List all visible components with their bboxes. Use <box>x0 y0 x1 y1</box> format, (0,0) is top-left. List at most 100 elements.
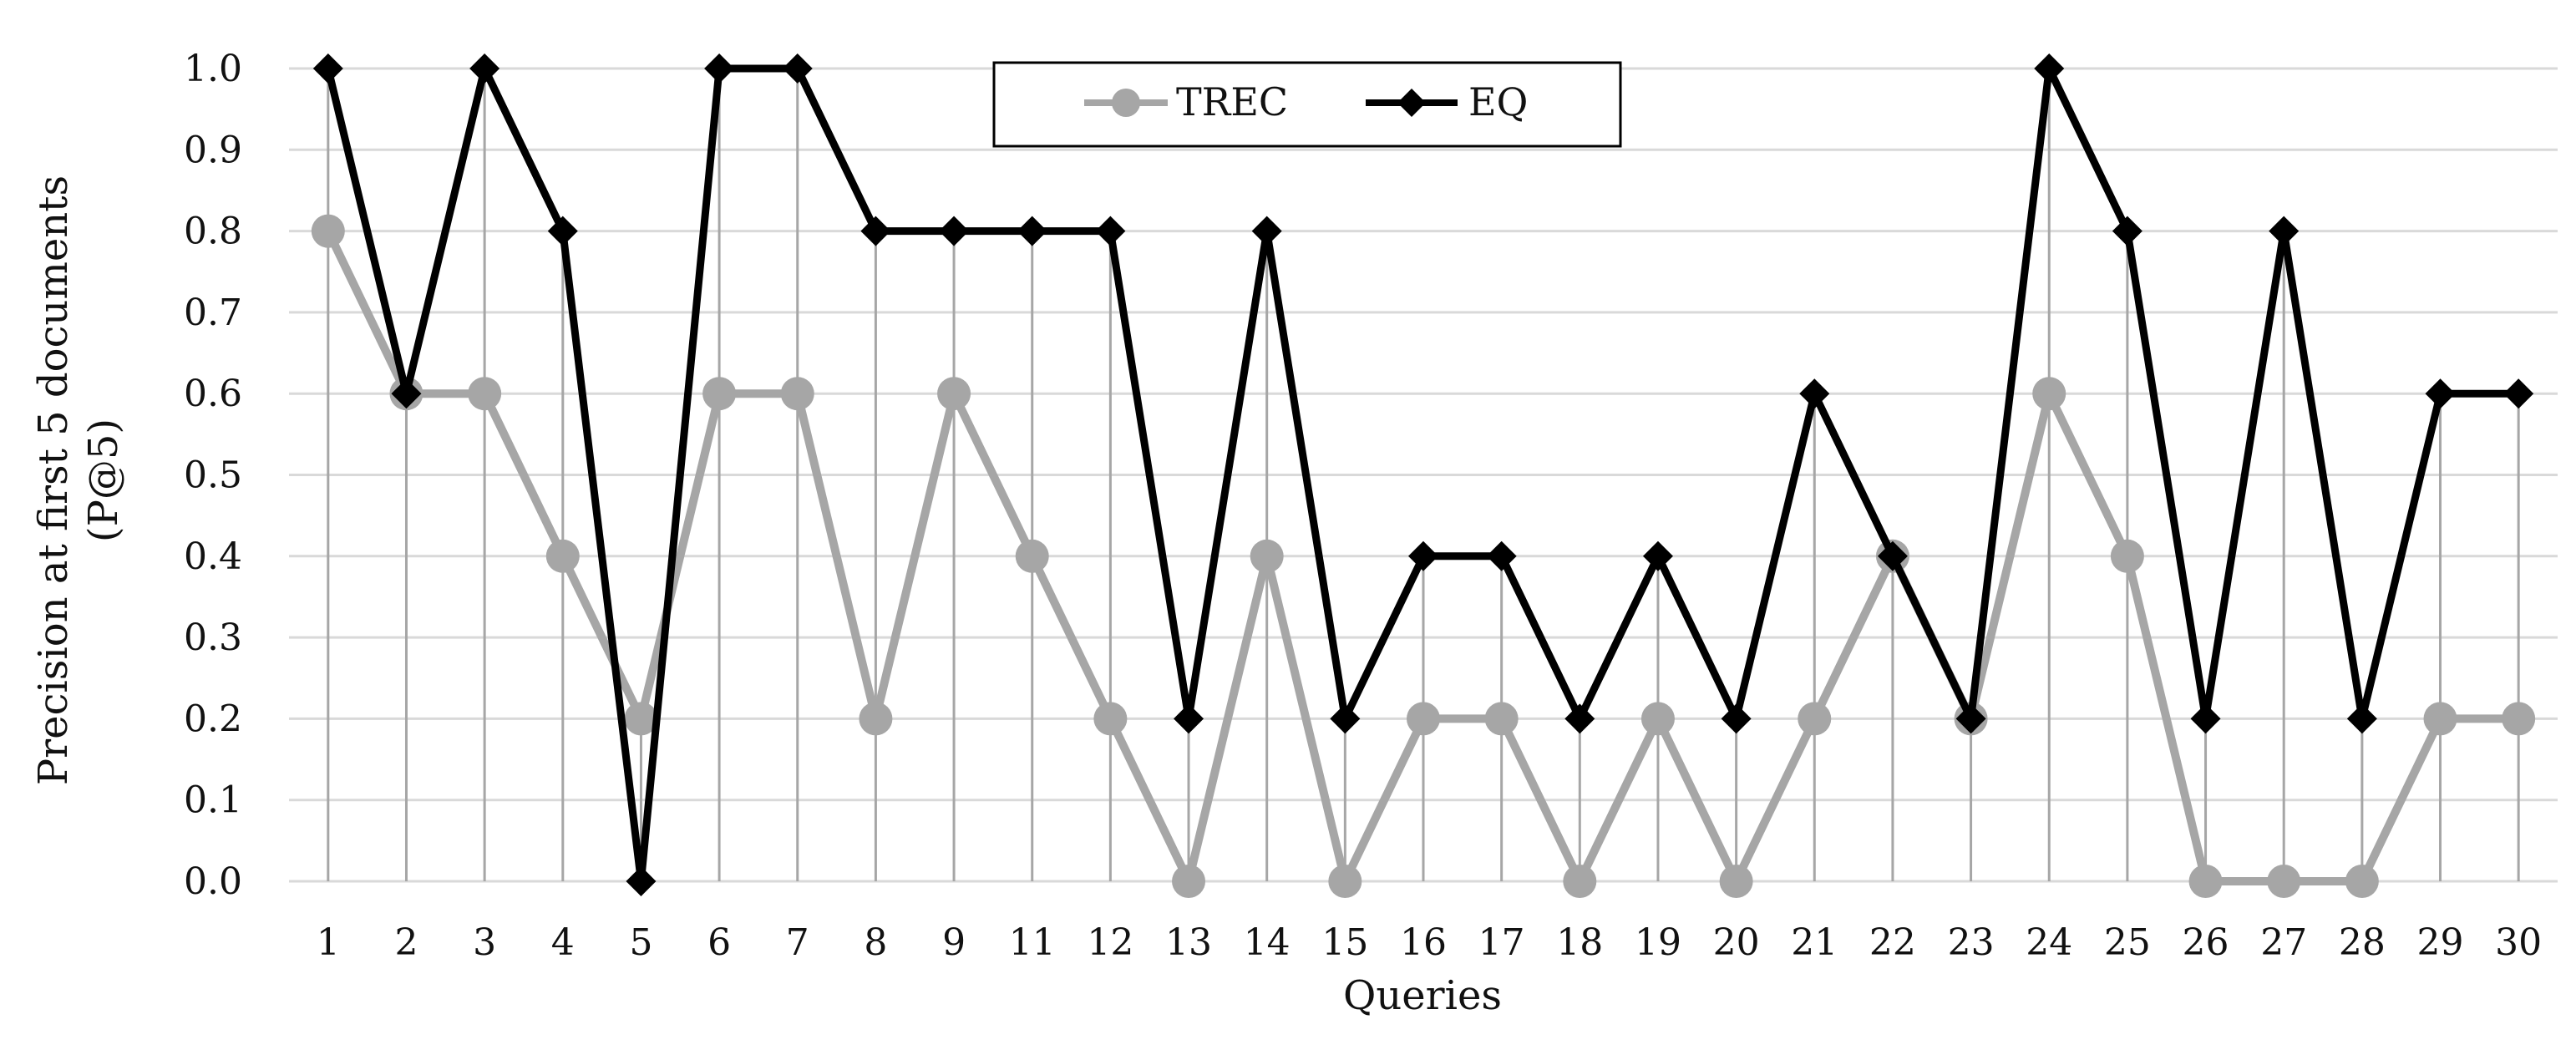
point-eq <box>1017 216 1047 246</box>
point-trec <box>1250 539 1284 573</box>
x-tick-label: 1 <box>317 921 340 964</box>
x-tick-label: 5 <box>629 921 652 964</box>
point-trec <box>702 377 737 411</box>
x-tick-label: 29 <box>2417 921 2464 964</box>
point-trec <box>2345 865 2379 898</box>
point-eq <box>312 53 343 84</box>
x-tick-label: 21 <box>1791 921 1838 964</box>
point-trec <box>2032 377 2066 411</box>
point-trec <box>2110 539 2144 573</box>
point-trec <box>859 702 893 736</box>
point-trec <box>1640 702 1675 736</box>
x-tick-label: 4 <box>551 921 575 964</box>
point-eq <box>1564 703 1595 734</box>
legend-eq-marker <box>1397 89 1426 117</box>
x-tick-label: 15 <box>1321 921 1368 964</box>
y-tick-label: 0.4 <box>184 535 242 578</box>
x-tick-label: 28 <box>2339 921 2386 964</box>
x-tick-label: 17 <box>1478 921 1525 964</box>
point-eq <box>1330 703 1361 734</box>
x-axis-ticks: 1 2 3 4 5 6 7 8 9 11 12 13 14 15 16 17 18 19 20 21 22 23 24 25 2… <box>317 921 2542 964</box>
x-tick-label: 25 <box>2104 921 2151 964</box>
y-tick-label: 0.2 <box>184 698 242 740</box>
point-eq <box>1251 216 1282 246</box>
x-tick-label: 2 <box>394 921 418 964</box>
point-eq <box>626 866 657 896</box>
legend-trec-marker <box>1112 89 1140 117</box>
drop-lines <box>327 68 2520 881</box>
series-eq <box>312 53 2534 896</box>
y-tick-label: 0.6 <box>184 373 242 415</box>
x-tick-label: 11 <box>1009 921 1056 964</box>
point-trec <box>468 377 502 411</box>
x-tick-label: 6 <box>707 921 731 964</box>
y-tick-label: 0.8 <box>184 211 242 253</box>
point-trec <box>937 377 971 411</box>
x-tick-label: 7 <box>786 921 809 964</box>
point-trec <box>311 214 345 248</box>
y-axis-title-line2: (P@5) <box>80 419 127 542</box>
point-eq <box>1877 540 1908 571</box>
y-tick-label: 0.0 <box>184 860 242 903</box>
point-eq <box>469 53 500 84</box>
x-tick-label: 14 <box>1244 921 1291 964</box>
point-eq <box>2034 53 2065 84</box>
x-tick-label: 16 <box>1400 921 1447 964</box>
point-eq <box>547 216 578 246</box>
x-tick-label: 26 <box>2183 921 2229 964</box>
x-tick-label: 22 <box>1869 921 1916 964</box>
x-tick-label: 13 <box>1165 921 1212 964</box>
x-tick-label: 23 <box>1948 921 1995 964</box>
point-eq <box>1486 540 1517 571</box>
x-tick-label: 19 <box>1635 921 1681 964</box>
x-tick-label: 20 <box>1713 921 1760 964</box>
legend-eq-label: EQ <box>1468 79 1528 124</box>
point-trec <box>2188 865 2223 898</box>
point-trec <box>1407 702 1440 736</box>
point-eq <box>939 216 970 246</box>
point-eq <box>704 53 735 84</box>
x-tick-label: 18 <box>1556 921 1603 964</box>
point-eq <box>1721 703 1752 734</box>
point-eq <box>2190 703 2221 734</box>
y-axis-title-line1: Precision at first 5 documents <box>30 175 77 785</box>
point-eq <box>1095 216 1126 246</box>
point-eq <box>860 216 891 246</box>
y-tick-label: 0.1 <box>184 779 242 822</box>
x-tick-label: 9 <box>942 921 966 964</box>
point-trec <box>1015 539 1049 573</box>
point-trec <box>2502 702 2536 736</box>
point-eq <box>2112 216 2142 246</box>
x-tick-label: 27 <box>2260 921 2307 964</box>
y-tick-label: 0.3 <box>184 616 242 659</box>
y-tick-label: 0.7 <box>184 292 242 334</box>
point-eq <box>2503 378 2534 409</box>
point-eq <box>1174 703 1204 734</box>
legend: TREC EQ <box>992 61 1622 148</box>
point-trec <box>1563 865 1597 898</box>
y-tick-label: 1.0 <box>184 48 242 90</box>
y-axis-ticks: 0.0 0.1 0.2 0.3 0.4 0.5 0.6 0.7 0.8 0.9 1.0 <box>184 48 242 903</box>
point-trec <box>1172 865 1206 898</box>
point-trec <box>780 377 814 411</box>
x-tick-label: 12 <box>1087 921 1133 964</box>
point-eq <box>782 53 813 84</box>
point-eq <box>2425 378 2456 409</box>
point-trec <box>1719 865 1753 898</box>
point-eq <box>391 378 422 409</box>
point-trec <box>2423 702 2457 736</box>
series-layer <box>311 53 2536 898</box>
point-eq <box>1642 540 1673 571</box>
x-tick-label: 24 <box>2026 921 2072 964</box>
x-tick-label: 30 <box>2495 921 2542 964</box>
x-tick-label: 8 <box>864 921 887 964</box>
x-tick-label: 3 <box>473 921 496 964</box>
y-tick-label: 0.9 <box>184 129 242 171</box>
point-trec <box>545 539 580 573</box>
y-tick-label: 0.5 <box>184 454 242 497</box>
point-trec <box>1484 702 1519 736</box>
point-eq <box>2269 216 2300 246</box>
point-trec <box>2267 865 2301 898</box>
point-eq <box>1799 378 1830 409</box>
